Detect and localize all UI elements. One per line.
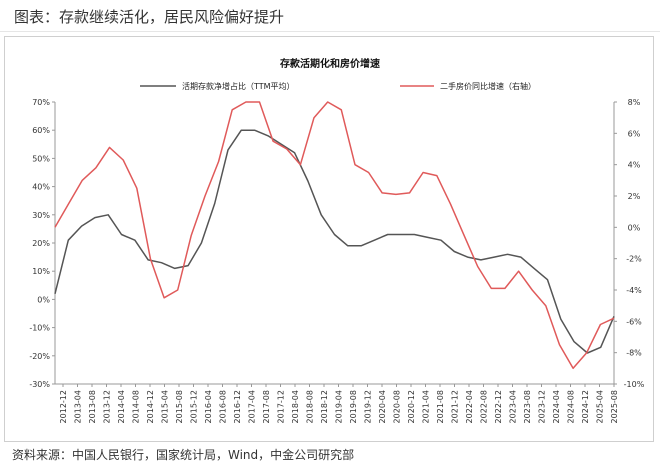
chart-title: 存款活期化和房价增速	[280, 57, 380, 70]
x-tick-label: 2024-12	[581, 390, 590, 423]
x-tick-label: 2013-08	[88, 390, 97, 423]
x-tick-label: 2014-12	[146, 390, 155, 423]
y-left-tick-label: 50%	[32, 154, 50, 163]
y-left-tick-label: 10%	[32, 267, 50, 276]
plot-area: 70% 60% 50% 40% 30% 20% 10% 0% -10% -20% -30% 8% 6% 4…	[29, 98, 644, 423]
x-tick-label: 2023-08	[523, 390, 532, 423]
x-tick-label: 2022-08	[480, 390, 489, 423]
y-right-tick-label: 2%	[628, 192, 641, 201]
x-tick-label: 2016-12	[233, 390, 242, 423]
series-line-2	[54, 101, 615, 370]
x-tick-label: 2016-08	[219, 390, 228, 423]
x-tick-label: 2025-08	[610, 390, 619, 423]
x-tick-label: 2016-04	[204, 390, 213, 423]
y-left-tick-label: 60%	[32, 126, 50, 135]
y-right-tick-label: 4%	[628, 161, 641, 170]
y-right-tick-label: -4%	[626, 286, 642, 295]
y-right-tick-label: 6%	[628, 129, 641, 138]
y-left-tick-label: -10%	[29, 324, 50, 333]
x-tick-label: 2020-12	[407, 390, 416, 423]
caption-divider	[0, 31, 660, 32]
x-tick-label: 2019-12	[364, 390, 373, 423]
x-tick-label: 2018-04	[291, 390, 300, 423]
y-right-tick-label: 0%	[628, 223, 641, 232]
chart-frame	[4, 36, 654, 442]
x-tick-label: 2022-04	[465, 390, 474, 423]
legend-label-series-2: 二手房价同比增速（右轴）	[440, 81, 536, 91]
y-left-tick-label: 20%	[32, 239, 50, 248]
x-tick-label: 2018-08	[306, 390, 315, 423]
x-tick-label: 2021-12	[451, 390, 460, 423]
x-tick-label: 2022-12	[494, 390, 503, 423]
x-tick-label: 2013-12	[103, 390, 112, 423]
x-tick-label: 2020-08	[393, 390, 402, 423]
x-tick-label: 2015-12	[190, 390, 199, 423]
y-right-tick-label: -10%	[624, 380, 645, 389]
x-tick-label: 2017-04	[248, 390, 257, 423]
x-tick-label: 2012-12	[59, 390, 68, 423]
y-left-tick-label: 70%	[32, 98, 50, 107]
x-tick-label: 2015-04	[161, 390, 170, 423]
y-left-tick-label: 0%	[37, 295, 50, 304]
y-left-tick-label: -20%	[29, 352, 50, 361]
x-tick-label: 2021-04	[422, 390, 431, 423]
x-tick-label: 2023-04	[509, 390, 518, 423]
y-right-tick-label: -8%	[626, 349, 642, 358]
y-left-tick-label: 30%	[32, 211, 50, 220]
legend-label-series-1: 活期存款净增占比（TTM平均）	[182, 81, 295, 91]
x-tick-label: 2017-08	[262, 390, 271, 423]
x-tick-label: 2020-04	[378, 390, 387, 423]
y-right-tick-label: -2%	[626, 255, 642, 264]
x-tick-label: 2021-08	[436, 390, 445, 423]
y-right-tick-label: -6%	[626, 317, 642, 326]
x-tick-label: 2014-08	[132, 390, 141, 423]
source-note: 资料来源：中国人民银行，国家统计局，Wind，中金公司研究部	[12, 448, 355, 462]
x-tick-label: 2015-08	[175, 390, 184, 423]
x-tick-label: 2017-12	[277, 390, 286, 423]
x-tick-label: 2023-12	[538, 390, 547, 423]
x-tick-label: 2014-04	[117, 390, 126, 423]
x-tick-label: 2025-04	[596, 390, 605, 423]
x-tick-label: 2024-04	[552, 390, 561, 423]
x-tick-label: 2024-08	[567, 390, 576, 423]
figure-caption: 图表：存款继续活化，居民风险偏好提升	[14, 8, 285, 26]
y-left-tick-label: 40%	[32, 183, 50, 192]
series-line-1	[54, 129, 615, 354]
x-tick-label: 2018-12	[320, 390, 329, 423]
y-left-tick-label: -30%	[29, 380, 50, 389]
x-tick-label: 2019-04	[335, 390, 344, 423]
y-right-tick-label: 8%	[628, 98, 641, 107]
x-tick-label: 2013-04	[74, 390, 83, 423]
x-tick-label: 2019-08	[349, 390, 358, 423]
